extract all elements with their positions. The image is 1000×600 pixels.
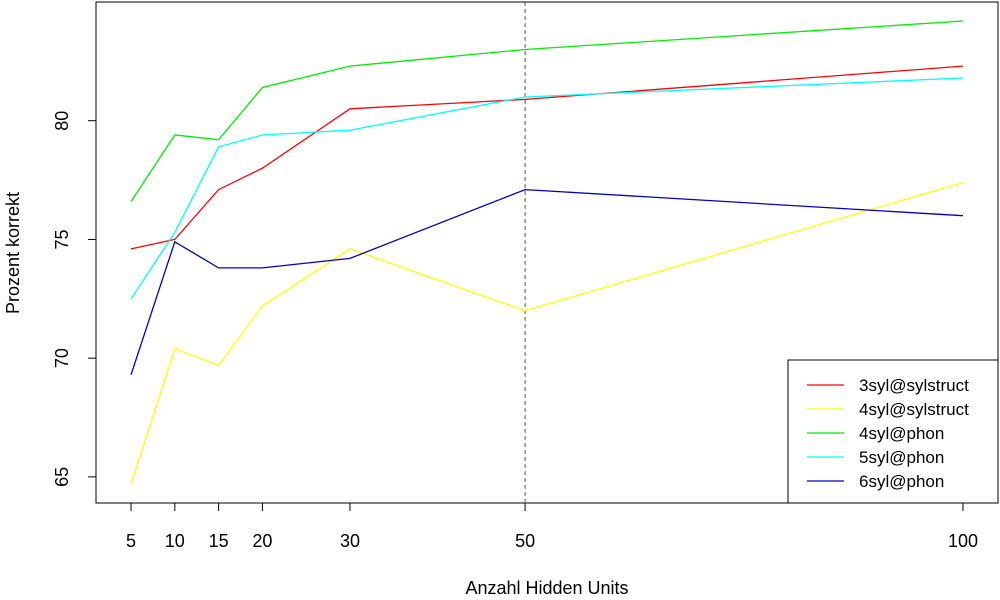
y-tick-label: 80 [52, 111, 72, 131]
legend-box [787, 359, 999, 504]
series-line-2 [130, 20, 964, 202]
series-line-1 [130, 181, 964, 485]
y-axis: 65 70 75 80 [52, 111, 97, 487]
series-line-3 [130, 77, 964, 300]
legend-label: 4syl@sylstruct [859, 400, 969, 419]
series-lines [130, 20, 964, 485]
x-tick-label: 30 [340, 531, 360, 551]
y-tick-label: 65 [52, 467, 72, 487]
y-axis-title: Prozent korrekt [3, 192, 23, 314]
x-tick-label: 50 [515, 531, 535, 551]
x-axis: 5 10 15 20 30 50 100 [126, 502, 978, 551]
legend: 3syl@sylstruct 4syl@sylstruct 4syl@phon 5sy… [787, 359, 999, 504]
legend-label: 3syl@sylstruct [859, 376, 969, 395]
legend-label: 5syl@phon [859, 448, 944, 467]
x-tick-label: 5 [126, 531, 136, 551]
x-axis-title: Anzahl Hidden Units [465, 578, 628, 598]
y-tick-label: 75 [52, 229, 72, 249]
legend-label: 4syl@phon [859, 424, 944, 443]
x-tick-label: 10 [165, 531, 185, 551]
series-line-4 [130, 188, 964, 376]
y-tick-label: 70 [52, 348, 72, 368]
x-tick-label: 20 [252, 531, 272, 551]
legend-label: 6syl@phon [859, 472, 944, 491]
x-tick-label: 100 [948, 531, 978, 551]
series-line-0 [130, 65, 964, 250]
x-tick-label: 15 [209, 531, 229, 551]
